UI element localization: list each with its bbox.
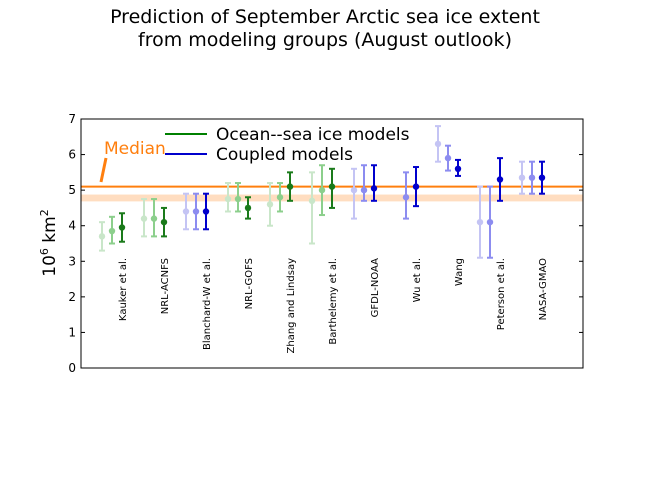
group-6	[350, 164, 378, 220]
tick-layer: 0 1 2 3 4 5 6 7	[68, 112, 583, 375]
data-point	[350, 186, 358, 194]
data-point	[182, 208, 190, 215]
data-point	[496, 176, 504, 183]
chart-title: Prediction of September Arctic sea ice e…	[0, 6, 650, 52]
data-point	[234, 195, 242, 203]
group-2	[182, 192, 210, 231]
y-axis-label: 106 km2	[38, 209, 60, 276]
data-layer	[98, 125, 546, 259]
y-axis-label-exponent: 6	[38, 248, 51, 255]
group-label: Wang	[454, 258, 465, 286]
data-point	[434, 140, 442, 148]
group-4	[266, 171, 294, 227]
group-10	[518, 160, 546, 195]
group-label: GFDL-NOAA	[370, 258, 381, 318]
group-label: Peterson et al.	[496, 258, 507, 330]
chart-title-line-1: Prediction of September Arctic sea ice e…	[110, 6, 540, 28]
data-point	[286, 183, 294, 190]
y-axis-label-base: 10	[40, 255, 60, 277]
data-point	[476, 218, 484, 226]
group-8	[434, 125, 462, 177]
data-point	[160, 218, 168, 226]
legend-label: Coupled models	[216, 145, 353, 165]
data-point	[244, 204, 252, 212]
data-point	[370, 185, 378, 192]
y-axis-label-unit-exponent: 2	[38, 209, 51, 216]
group-7	[402, 166, 420, 220]
data-point	[98, 233, 106, 240]
data-point	[538, 174, 546, 181]
group-label: Kauker et al.	[118, 258, 129, 321]
data-point	[140, 215, 148, 222]
group-label: NRL-GOFS	[244, 258, 255, 309]
y-tick-label: 5	[68, 183, 76, 197]
chart-title-line-2: from modeling groups (August outlook)	[138, 29, 512, 51]
data-point	[308, 197, 316, 205]
data-point	[266, 201, 274, 208]
data-point	[454, 165, 462, 172]
data-point	[276, 194, 284, 201]
group-0	[98, 212, 126, 252]
data-point	[224, 195, 232, 203]
y-tick-label: 4	[68, 219, 76, 233]
y-tick-label: 2	[68, 290, 76, 304]
group-label: Wu et al.	[412, 258, 423, 302]
y-tick-label: 3	[68, 254, 76, 268]
data-point	[412, 183, 420, 190]
data-point	[118, 224, 126, 231]
axes-frame	[80, 118, 584, 369]
data-point	[402, 194, 410, 201]
group-label: NASA-GMAO	[538, 258, 549, 320]
data-point	[518, 174, 526, 181]
group-5	[308, 164, 336, 245]
group-3	[224, 182, 252, 220]
group-1	[140, 198, 168, 238]
y-tick-label: 6	[68, 148, 76, 162]
data-point	[486, 218, 494, 226]
data-point	[444, 154, 452, 162]
group-label: NRL-ACNFS	[160, 258, 171, 314]
y-tick-label: 1	[68, 325, 76, 339]
data-point	[150, 215, 158, 222]
median-marker	[99, 157, 108, 183]
data-point	[202, 208, 210, 215]
data-point	[108, 227, 116, 235]
data-point	[328, 183, 336, 190]
data-point	[192, 208, 200, 215]
group-label: Barthelemy et al.	[328, 258, 339, 345]
group-label: Blanchard-W et al.	[202, 258, 213, 350]
data-point	[360, 186, 368, 194]
y-tick-label: 7	[68, 112, 76, 126]
legend-label: Ocean--sea ice models	[216, 125, 410, 145]
data-point	[528, 174, 536, 181]
median-label: Median	[104, 139, 166, 159]
label-layer: Kauker et al. NRL-ACNFS Blanchard-W et al.…	[118, 258, 549, 354]
y-axis-label-unit: km	[40, 216, 60, 242]
group-9	[476, 157, 504, 259]
y-tick-label: 0	[68, 361, 76, 375]
data-point	[318, 186, 326, 194]
group-label: Zhang and Lindsay	[286, 258, 297, 354]
